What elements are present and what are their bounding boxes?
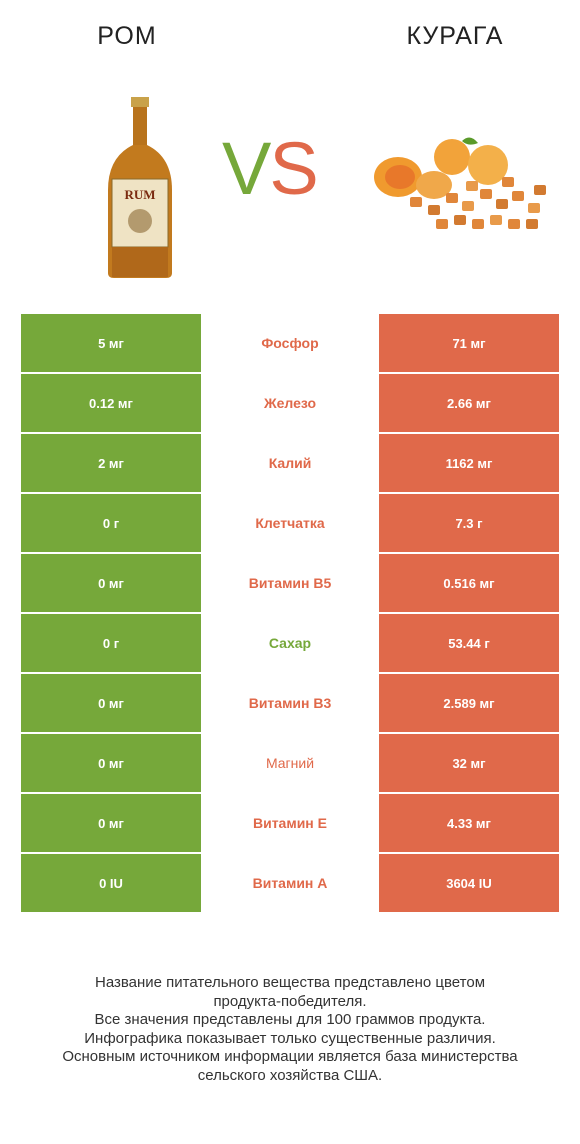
header: РОМ КУРАГА RUM VS xyxy=(0,0,580,310)
apricot-value: 2.589 мг xyxy=(379,674,559,732)
rum-value: 0 мг xyxy=(21,674,201,732)
vs-label: VS xyxy=(222,127,319,210)
rum-value: 0 г xyxy=(21,614,201,672)
rum-value: 0 мг xyxy=(21,554,201,612)
apricot-value: 71 мг xyxy=(379,314,559,372)
rum-value: 0 г xyxy=(21,494,201,552)
apricot-value: 4.33 мг xyxy=(379,794,559,852)
right-product-title: КУРАГА xyxy=(406,22,504,50)
table-row: 2 мг Калий 1162 мг xyxy=(21,434,559,492)
footer-line: Инфографика показывает только существенн… xyxy=(84,1029,496,1047)
left-product-title: РОМ xyxy=(97,22,157,50)
svg-text:RUM: RUM xyxy=(124,187,155,202)
nutrient-name: Калий xyxy=(201,434,379,492)
apricot-value: 32 мг xyxy=(379,734,559,792)
rum-value: 0 IU xyxy=(21,854,201,912)
nutrient-name: Магний xyxy=(201,734,379,792)
comparison-table: 5 мг Фосфор 71 мг 0.12 мг Железо 2.66 мг 2 мг К… xyxy=(21,314,559,914)
nutrient-name: Клетчатка xyxy=(201,494,379,552)
table-row: 5 мг Фосфор 71 мг xyxy=(21,314,559,372)
rum-value: 0 мг xyxy=(21,794,201,852)
table-row: 0 г Сахар 53.44 г xyxy=(21,614,559,672)
table-row: 0 мг Витамин E 4.33 мг xyxy=(21,794,559,852)
apricot-value: 3604 IU xyxy=(379,854,559,912)
nutrient-name: Витамин E xyxy=(201,794,379,852)
rum-value: 0.12 мг xyxy=(21,374,201,432)
apricot-value: 2.66 мг xyxy=(379,374,559,432)
table-row: 0 IU Витамин A 3604 IU xyxy=(21,854,559,912)
rum-value: 5 мг xyxy=(21,314,201,372)
apricot-value: 1162 мг xyxy=(379,434,559,492)
footer-line: Основным источником информации является … xyxy=(62,1048,518,1065)
nutrient-name: Витамин B3 xyxy=(201,674,379,732)
apricot-value: 53.44 г xyxy=(379,614,559,672)
dried-apricots-icon xyxy=(374,137,546,229)
apricot-value: 0.516 мг xyxy=(379,554,559,612)
footer-line: Все значения представлены для 100 граммо… xyxy=(94,1011,486,1028)
nutrient-name: Витамин A xyxy=(201,854,379,912)
rum-bottle-icon: RUM xyxy=(108,97,172,278)
table-row: 0 мг Магний 32 мг xyxy=(21,734,559,792)
nutrient-name: Витамин B5 xyxy=(201,554,379,612)
nutrient-name: Железо xyxy=(201,374,379,432)
footer-line: Название питательного вещества представл… xyxy=(94,974,486,991)
table-row: 0 мг Витамин B3 2.589 мг xyxy=(21,674,559,732)
footer-note: Название питательного вещества представл… xyxy=(20,974,560,1085)
table-row: 0 мг Витамин B5 0.516 мг xyxy=(21,554,559,612)
apricot-value: 7.3 г xyxy=(379,494,559,552)
rum-value: 0 мг xyxy=(21,734,201,792)
table-row: 0 г Клетчатка 7.3 г xyxy=(21,494,559,552)
nutrient-name: Сахар xyxy=(201,614,379,672)
footer-line: сельского хозяйства США. xyxy=(197,1066,383,1084)
rum-value: 2 мг xyxy=(21,434,201,492)
table-row: 0.12 мг Железо 2.66 мг xyxy=(21,374,559,432)
nutrient-name: Фосфор xyxy=(201,314,379,372)
footer-line: продукта-победителя. xyxy=(213,992,367,1010)
